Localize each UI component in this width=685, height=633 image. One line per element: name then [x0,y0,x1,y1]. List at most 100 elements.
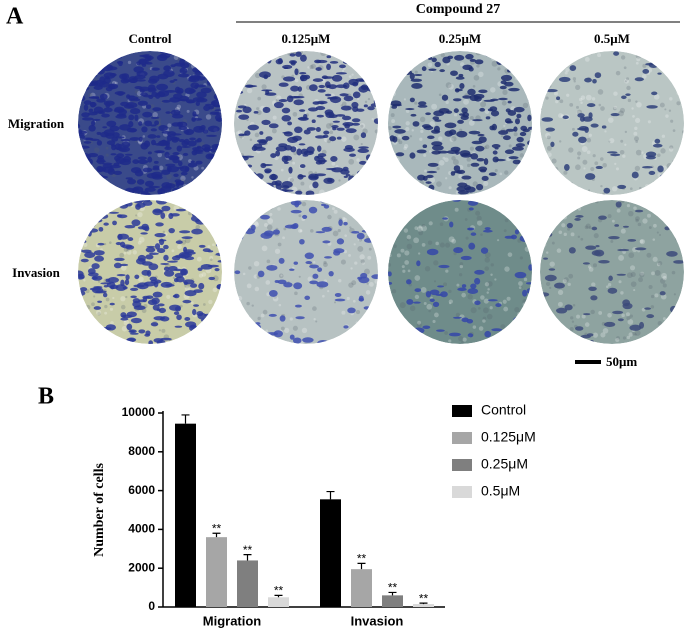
cell [306,146,315,154]
texture [238,334,244,339]
texture [626,335,631,340]
cell [336,127,345,131]
cell [193,304,200,307]
texture [558,230,563,235]
cell [133,66,144,73]
texture [521,307,527,312]
texture [626,85,631,91]
cell [234,64,242,69]
cell [359,160,367,165]
texture [652,256,658,262]
cell [279,315,286,322]
texture [475,210,481,216]
cell [342,166,349,172]
texture [662,317,666,321]
cell [388,53,395,57]
cell [210,226,222,234]
cell [196,311,204,317]
texture [371,117,374,121]
cell [203,209,208,217]
cell [461,284,467,288]
texture [262,309,268,315]
cell [277,279,287,285]
texture [357,245,364,252]
significance-label: ** [212,521,222,535]
texture [598,311,603,315]
texture [355,203,359,207]
cell [483,158,489,165]
cell [134,114,139,121]
cell [675,175,680,178]
texture [589,51,593,55]
cell [295,51,302,57]
cell [351,122,360,126]
cell [148,263,159,271]
cell [306,127,316,131]
texture [304,111,307,114]
texture [403,146,407,150]
texture [676,101,681,106]
cell [157,303,165,307]
cell [399,64,410,70]
cell [99,93,108,100]
texture [454,207,459,212]
texture [292,266,295,270]
texture [565,67,570,72]
cell [259,71,271,79]
texture [424,266,431,272]
cell [412,301,421,304]
y-tick-label: 2000 [128,560,155,574]
cell [426,170,437,174]
cell [156,135,161,138]
cell [679,202,684,210]
cell [236,154,243,162]
cell [97,337,104,343]
texture [453,113,458,117]
cell [522,330,532,334]
cell [200,341,209,344]
texture [234,321,240,327]
cell [211,230,222,237]
cell [468,228,473,231]
cell [125,245,135,250]
cell [204,62,215,68]
texture [581,314,586,319]
cell [339,64,346,69]
legend-label: 0.25μM [481,456,528,472]
texture [265,329,269,333]
texture [553,166,559,172]
cell [544,274,557,282]
texture [513,132,518,137]
cell [179,58,185,66]
cell [197,69,208,74]
image-base [540,51,684,195]
cell [90,176,101,182]
legend-label: Control [481,402,526,418]
texture [193,180,200,186]
texture [417,334,424,340]
texture [88,92,93,98]
texture [187,185,192,190]
texture [620,139,624,143]
texture [476,341,479,344]
texture [630,281,637,288]
texture [212,328,217,333]
cell [78,123,81,129]
texture [608,117,614,123]
texture [445,177,448,180]
cell [111,137,119,142]
cell [432,301,440,308]
texture [633,206,637,210]
texture [610,240,614,243]
texture [585,223,591,229]
cell [442,217,448,220]
texture [112,296,115,300]
texture [134,90,139,94]
texture [628,252,635,259]
cell [192,147,200,151]
cell [78,154,88,158]
texture [609,138,615,144]
cell [102,126,108,129]
texture [475,51,481,56]
cell [203,146,211,153]
